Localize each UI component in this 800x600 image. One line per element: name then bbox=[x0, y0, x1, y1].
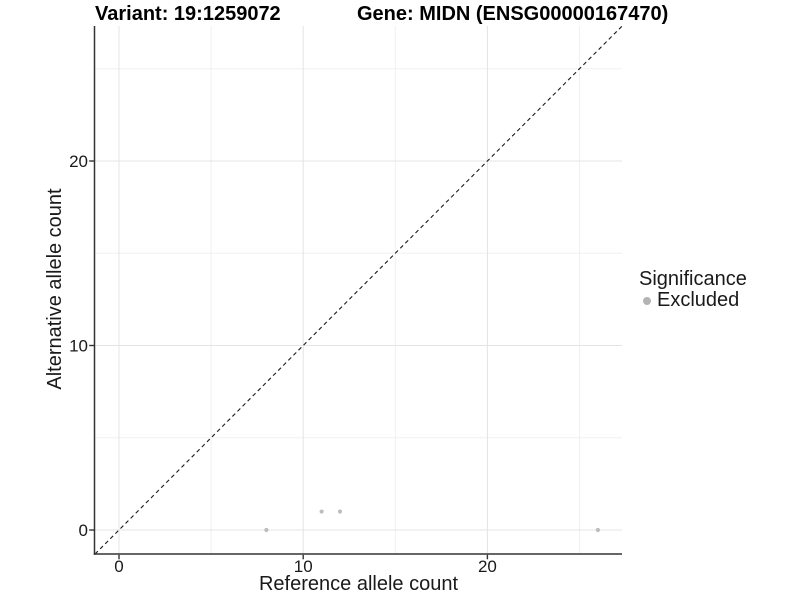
plot-title-variant: Variant: 19:1259072 bbox=[95, 3, 281, 25]
y-tick-label: 20 bbox=[69, 152, 88, 171]
y-tick-label: 10 bbox=[69, 337, 88, 356]
data-point-excluded bbox=[337, 509, 343, 514]
x-tick-label: 0 bbox=[114, 557, 123, 576]
legend-title: Significance bbox=[639, 268, 747, 290]
legend-entry-label: Excluded bbox=[657, 289, 740, 311]
x-axis-label-wrap: Reference allele count bbox=[95, 574, 622, 595]
plot-title-gene: Gene: MIDN (ENSG00000167470) bbox=[357, 3, 669, 25]
identity-dashed-line bbox=[94, 25, 623, 555]
legend-entry-excluded: Excluded bbox=[639, 289, 747, 311]
x-tick-label: 10 bbox=[294, 557, 313, 576]
y-tick-label: 0 bbox=[79, 521, 88, 540]
data-point-excluded bbox=[319, 509, 324, 514]
x-axis-label: Reference allele count bbox=[258, 573, 458, 595]
data-point-excluded bbox=[264, 527, 269, 533]
legend-key-point-icon bbox=[643, 296, 651, 305]
y-axis-label: Alternative allele count bbox=[44, 188, 66, 390]
legend: Significance Excluded bbox=[639, 268, 747, 311]
x-tick-label: 20 bbox=[478, 557, 497, 576]
data-point-excluded bbox=[595, 527, 601, 533]
